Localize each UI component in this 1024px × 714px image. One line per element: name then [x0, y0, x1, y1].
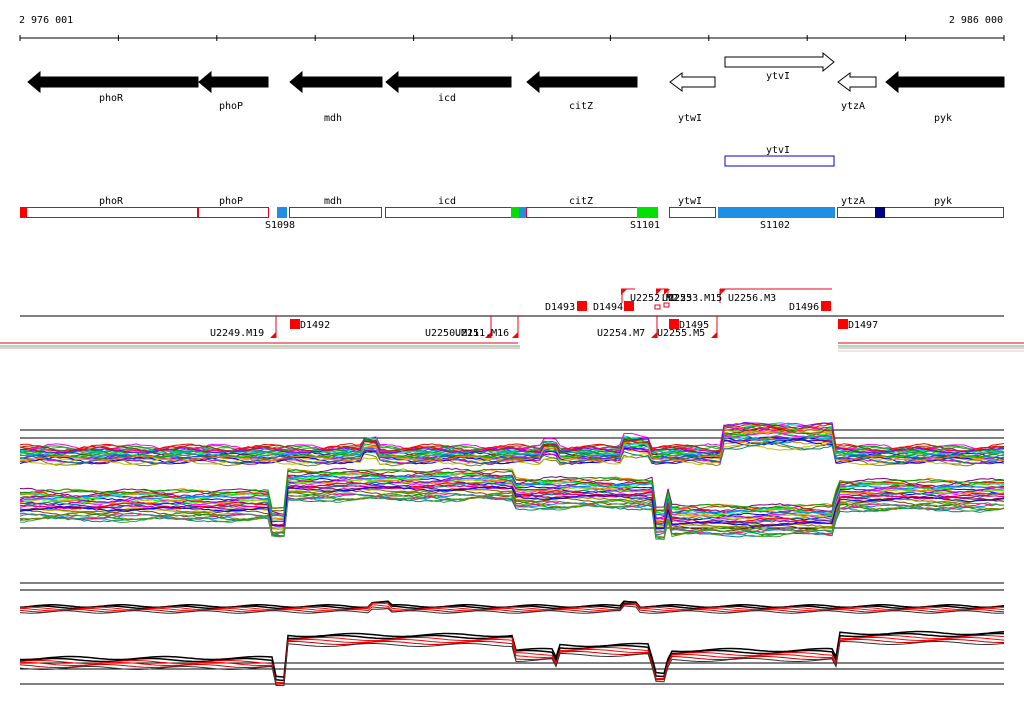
gene-arrow[interactable] — [27, 70, 199, 94]
region-blue-small — [519, 207, 526, 218]
feature-label: U2249.M19 — [210, 328, 264, 339]
gene-label: pyk — [934, 113, 952, 124]
region-S1101[interactable] — [637, 207, 658, 218]
marker-D1496[interactable] — [821, 301, 831, 311]
feature-label: D1495 — [679, 320, 709, 331]
region-S1102[interactable] — [718, 207, 835, 218]
gene-track: phoR phoP mdh icd citZ ytwI ytvI — [27, 51, 1005, 124]
feature-label: U2256.M3 — [728, 293, 776, 304]
ruler-start-label: 2 976 001 — [19, 15, 73, 26]
feature-label: U2252.M2 — [630, 293, 678, 304]
segment-mdh[interactable] — [289, 207, 382, 218]
gene-label: phoP — [219, 101, 243, 112]
marker-D1494[interactable] — [624, 301, 634, 311]
segment-label: ytzA — [841, 196, 865, 207]
gene-arrow[interactable] — [526, 70, 638, 94]
region-navy — [875, 207, 885, 218]
gene-ytvI[interactable]: ytvI — [724, 51, 835, 82]
gene-phoR[interactable]: phoR — [27, 70, 199, 104]
gene-ytwI[interactable]: ytwI — [669, 72, 716, 124]
region-label: S1098 — [265, 220, 295, 231]
feature-label: D1496 — [789, 302, 819, 313]
selected-gene-track: ytvI — [724, 145, 835, 167]
segment-track: phoR phoP mdh icd citZ ytwI ytzA pyk S10… — [20, 196, 1004, 231]
segment-icd[interactable] — [385, 207, 512, 218]
segment-label: ytwI — [678, 196, 702, 207]
segment-pyk[interactable] — [884, 207, 1004, 218]
gene-arrow[interactable] — [385, 70, 512, 94]
segment-phoR[interactable] — [20, 207, 198, 218]
feature-label: D1492 — [300, 320, 330, 331]
region-S1098[interactable] — [277, 207, 287, 218]
segment-label: phoP — [219, 196, 243, 207]
expression-profile-track — [19, 421, 1005, 541]
gene-label: ytwI — [678, 113, 702, 124]
gene-phoP[interactable]: phoP — [198, 70, 269, 112]
gene-label: ytzA — [841, 101, 865, 112]
marker-D1492[interactable] — [290, 319, 300, 329]
gene-arrow[interactable] — [837, 72, 877, 92]
gene-arrow[interactable] — [289, 70, 383, 94]
feature-label: D1497 — [848, 320, 878, 331]
marker-D1493[interactable] — [577, 301, 587, 311]
region-label: S1101 — [630, 220, 660, 231]
gene-arrow[interactable] — [198, 70, 269, 94]
region-green-small — [511, 207, 520, 218]
expression-lines — [19, 421, 1005, 541]
gene-mdh[interactable]: mdh — [289, 70, 383, 124]
selected-gene-label: ytvI — [766, 145, 790, 156]
segment-label: citZ — [569, 196, 593, 207]
gene-icd[interactable]: icd — [385, 70, 512, 104]
gene-arrow[interactable] — [885, 70, 1005, 94]
gene-ytzA[interactable]: ytzA — [837, 72, 877, 112]
segment-label: phoR — [99, 196, 124, 207]
coordinate-ruler: 2 976 001 2 986 000 — [19, 15, 1005, 41]
feature-label: U2251.M16 — [455, 328, 509, 339]
feature-label: D1494 — [593, 302, 623, 313]
feature-label: D1493 — [545, 302, 575, 313]
summary-lines — [19, 600, 1005, 687]
feature-label: U2254.M7 — [597, 328, 645, 339]
feature-label: U2253 — [662, 293, 692, 304]
gene-label: phoR — [99, 93, 124, 104]
segment-phoP[interactable] — [198, 207, 269, 218]
marker-small — [663, 302, 670, 308]
feature-label: U2250.M11 — [425, 328, 479, 339]
gene-citZ[interactable]: citZ — [526, 70, 638, 112]
segment-label: mdh — [324, 196, 342, 207]
marker-D1495[interactable] — [669, 319, 679, 329]
gene-pyk[interactable]: pyk — [885, 70, 1005, 124]
marker-D1497[interactable] — [838, 319, 848, 329]
feature-label: U2255.M5 — [657, 328, 705, 339]
gene-label: ytvI — [766, 71, 790, 82]
gene-label: icd — [438, 93, 456, 104]
gene-label: citZ — [569, 101, 593, 112]
segment-ytwI[interactable] — [669, 207, 716, 218]
segment-label: pyk — [934, 196, 952, 207]
ruler-ticks — [19, 35, 1005, 41]
segment-label: icd — [438, 196, 456, 207]
feature-label: U2253.M15 — [668, 293, 722, 304]
gene-arrow[interactable] — [724, 51, 835, 73]
segment-start-marker — [20, 207, 27, 218]
region-label: S1102 — [760, 220, 790, 231]
segment-ytzA[interactable] — [837, 207, 877, 218]
gene-arrow[interactable] — [669, 72, 716, 92]
transcription-unit-track: D1493 D1494 U2252.M2 U2253 U2253.M15 U22… — [0, 288, 1024, 352]
gene-label: mdh — [324, 113, 342, 124]
selected-gene-box[interactable] — [724, 155, 835, 167]
ruler-end-label: 2 986 000 — [949, 15, 1003, 26]
summary-profile-track — [19, 582, 1005, 687]
marker-small — [654, 304, 661, 310]
